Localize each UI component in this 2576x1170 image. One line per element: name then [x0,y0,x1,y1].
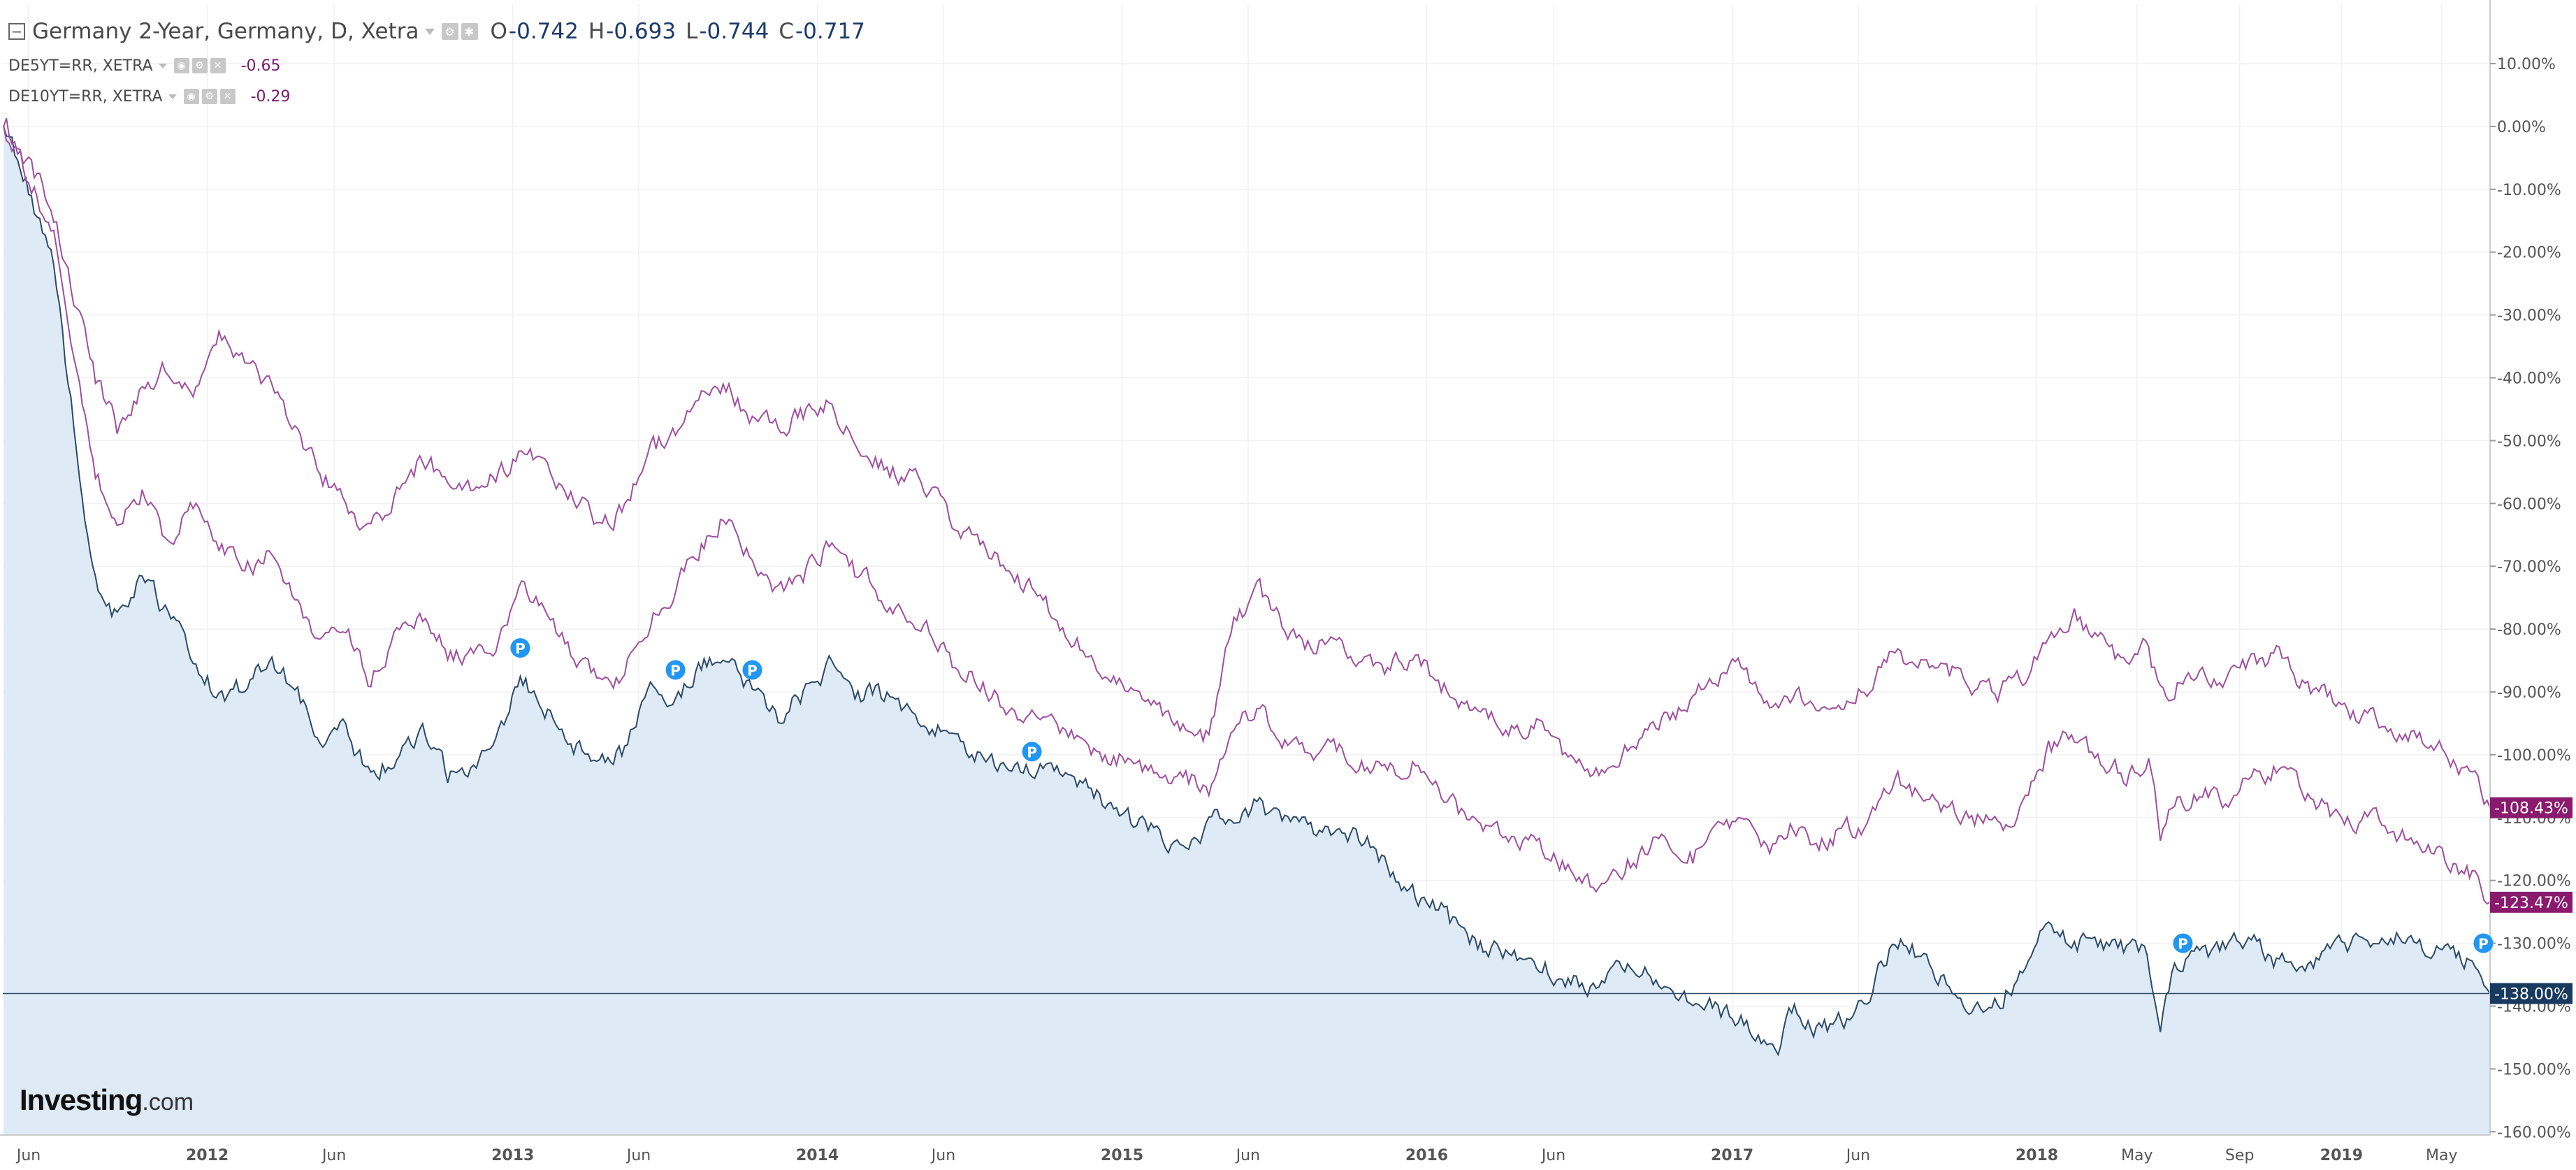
last-value-label: -108.43% [2494,800,2568,818]
y-tick-label: -60.00% [2497,496,2561,513]
close-icon[interactable]: ✕ [219,89,236,104]
x-tick-label: May [2121,1147,2152,1164]
y-tick-label: -40.00% [2497,370,2561,388]
main-series-legend: − Germany 2-Year, Germany, D, Xetra ⚙ ✱ … [8,14,865,49]
logo-suffix: .com [142,1089,194,1115]
logo-name: Investing [20,1083,143,1116]
close-value: -0.717 [795,19,865,44]
y-tick-label: -30.00% [2497,308,2561,325]
symbol-dropdown-icon[interactable] [158,63,167,68]
low-key: L [686,19,698,44]
x-tick-label: 2016 [1405,1147,1448,1164]
high-value: -0.693 [606,19,676,44]
y-tick-label: -50.00% [2497,433,2561,450]
symbol-legend-de5y: DE5YT=RR, XETRA ◉ ⚙ ✕ -0.65 [8,52,865,80]
area-fill [3,126,2491,1135]
x-tick-label: Jun [930,1147,955,1164]
last-value-label: -123.47% [2494,895,2568,912]
y-tick-label: -160.00% [2497,1124,2571,1141]
symbol-value: -0.65 [240,57,281,75]
symbol-legend-de10y: DE10YT=RR, XETRA ◉ ⚙ ✕ -0.29 [8,82,865,110]
close-icon[interactable]: ✕ [210,58,226,73]
close-key: C [779,19,794,44]
last-value-badge [2490,891,2573,913]
investing-logo: Investing.com [20,1083,194,1117]
y-tick-label: 0.00% [2497,119,2546,136]
last-value-badge [2490,797,2573,818]
x-tick-label: 2017 [1711,1147,1753,1164]
x-tick-label: May [2426,1147,2457,1164]
series-line-germany-2y [3,126,2491,1057]
main-series-dropdown-icon[interactable] [424,28,435,35]
x-tick-label: 2014 [796,1147,839,1164]
y-tick-label: -10.00% [2497,182,2561,199]
x-tick-label: 2012 [186,1147,229,1164]
y-tick-label: -70.00% [2497,558,2561,576]
event-marker-icon [665,660,686,680]
event-marker-icon [2473,933,2494,953]
event-marker-icon [742,660,762,680]
x-tick-label: Jun [1845,1147,1870,1164]
event-marker-label: P [1027,744,1037,760]
visibility-icon[interactable]: ◉ [183,89,199,104]
gear-icon[interactable]: ✱ [461,23,478,40]
event-marker-icon [2173,933,2193,953]
event-marker-label: P [515,640,526,657]
x-tick-label: Sep [2225,1147,2254,1164]
y-tick-label: -80.00% [2497,621,2561,639]
symbol-value: -0.29 [250,87,291,106]
collapse-icon[interactable]: − [8,23,25,40]
y-tick-label: -150.00% [2497,1061,2571,1078]
y-tick-label: -90.00% [2497,684,2561,702]
event-marker-icon [1022,742,1042,762]
settings-icon[interactable]: ⚙ [441,23,458,40]
x-tick-label: 2013 [491,1147,534,1164]
symbol-label[interactable]: DE10YT=RR, XETRA [8,87,163,106]
x-tick-label: 2015 [1101,1147,1143,1164]
series-line-de5y [3,126,2491,905]
x-tick-label: Jun [1540,1147,1565,1164]
y-tick-label: 10.00% [2497,56,2556,73]
main-series-title[interactable]: Germany 2-Year, Germany, D, Xetra [32,19,419,44]
symbol-dropdown-icon[interactable] [168,94,177,99]
settings-icon[interactable]: ⚙ [201,89,217,104]
symbol-label[interactable]: DE5YT=RR, XETRA [8,57,153,75]
last-value-badge [2490,983,2573,1004]
y-tick-label: -130.00% [2497,936,2571,953]
y-tick-label: -20.00% [2497,245,2561,262]
event-marker-label: P [747,663,758,679]
x-tick-label: Jun [321,1147,346,1164]
high-key: H [588,19,605,44]
low-value: -0.744 [699,19,769,44]
x-tick-label: Jun [1235,1147,1260,1164]
event-marker-label: P [670,663,681,679]
y-tick-label: -100.00% [2497,747,2571,765]
event-marker-icon [510,638,530,658]
series-line-de10y [3,117,2491,809]
x-tick-label: 2019 [2320,1147,2363,1164]
open-value: -0.742 [508,19,579,44]
event-marker-label: P [2178,936,2188,953]
visibility-icon[interactable]: ◉ [173,58,189,73]
x-tick-label: Jun [625,1147,651,1164]
open-key: O [490,19,507,44]
y-tick-label: -120.00% [2497,873,2571,890]
x-tick-label: 2018 [2016,1147,2058,1164]
last-value-label: -138.00% [2494,986,2568,1004]
chart-legend: − Germany 2-Year, Germany, D, Xetra ⚙ ✱ … [8,14,865,110]
event-marker-label: P [2478,936,2489,953]
settings-icon[interactable]: ⚙ [191,58,208,73]
x-tick-label: Jun [15,1147,41,1164]
